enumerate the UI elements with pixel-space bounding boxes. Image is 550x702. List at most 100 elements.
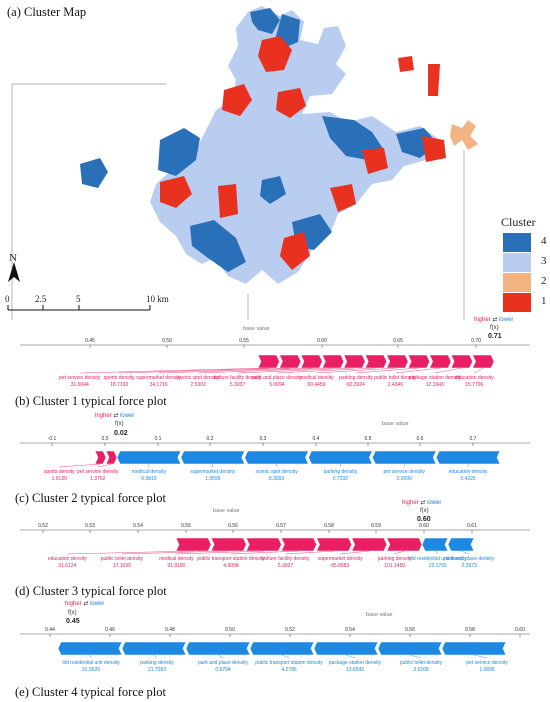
fp4-fx-label: f(x) [68,610,77,616]
fp1-tick-label: 0.55 [239,338,249,344]
leader-line-cluster-1 [11,83,166,320]
fp4-neg-connector [217,654,224,659]
map-region-cluster-1-south [280,232,310,270]
fp1-pos-feature-name: park and place density [252,375,303,381]
map-region-cluster-4-center [260,176,286,204]
fp2-neg-feature-name: parking density [324,469,358,475]
fp1-pos-segment [472,354,495,369]
fp3-pos-connector [394,550,405,555]
fp4-tick-label: 0.48 [165,627,175,633]
fp4-neg-feature-name: pet service density [466,660,508,666]
fp4-neg-feature-value: 21.7053 [148,667,166,673]
fp3-neg-feature-value: 23.1765 [429,563,447,569]
legend-title: Cluster [501,215,536,229]
legend-label-3: 3 [541,255,547,267]
fp1-pos-feature-name: supermarket density [136,375,182,381]
fp3-pos-segment [280,537,317,552]
fp3-tick-label: 0.58 [324,523,334,529]
fp1-plot: 0.45 0.50 0.55 0.60 0.65 0.70 pet service dens… [20,338,530,388]
fp2-neg-segment [116,450,182,465]
map-region-cluster-4-east [322,116,384,160]
fp3-pos-feature-value: 101.1450 [384,563,405,569]
map-region-cluster-2 [450,120,478,150]
fp3-arrows-icon: ⇄ [420,500,426,506]
fp4-neg-segment [185,641,251,656]
fp1-pos-feature-value: 60.4459 [307,382,325,388]
fp4-caption: (e) Cluster 4 typical force plot [15,685,166,699]
fp2-tick-label: 0.4 [313,436,320,442]
fp3-plot: 0.52 0.53 0.54 0.55 0.56 0.57 0.58 0.59 0.60 0.61… [20,523,530,569]
fp1-pos-segment [343,354,366,369]
fp4-neg-segment [313,641,379,656]
fp2-pos-feature-value: 1.3762 [90,476,106,482]
fp4-neg-segment [377,641,443,656]
fp2-tick-label: 0.3 [260,436,267,442]
fp2-neg-feature-name: education density [449,469,488,475]
fp4-neg-feature-name: package station density [329,660,382,666]
fp2-tick-label: 0.2 [207,436,214,442]
fp3-pos-feature-name: public transport station density [197,556,265,562]
fp1-pos-feature-name: package station density [409,375,462,381]
fp4-neg-feature-value: 31.9520 [82,667,100,673]
fp2-neg-feature-name: medical density [132,469,167,475]
fp1-pos-feature-value: 5.3037 [230,382,246,388]
fp4-neg-connector [281,654,290,659]
legend-item-1: 1 [503,293,550,312]
fp4-tick-label: 0.54 [345,627,355,633]
map-region-cluster-1-center-west [218,184,238,218]
fp1-pos-feature-name: pet service density [59,375,101,381]
fp1-pos-segment [450,354,473,369]
fp1-pos-feature-value: 34.1716 [150,382,168,388]
fp1-pos-connector [316,367,398,374]
fp2-tick-label: 0.0 [102,436,109,442]
fp3-neg-segment [421,537,449,552]
fp1-base-label: base value [243,326,270,332]
fp2-plot: -0.1 0.0 0.1 0.2 0.3 0.4 0.5 0.6 0.7 sports densi… [20,436,530,482]
scale-label-0: 0 [5,294,10,304]
fp4-neg-segment [249,641,315,656]
fp3-tick-label: 0.54 [133,523,143,529]
fp3-pos-connector [67,550,194,555]
fp4-neg-feature-name: old residential unit density [62,660,120,666]
fp1-caption: (b) Cluster 1 typical force plot [15,394,167,408]
fp1-pos-feature-name: sports density [104,375,135,381]
fp4-neg-feature-value: 0.6764 [215,667,231,673]
fp4-tick-label: 0.50 [225,627,235,633]
fp3-neg-connector [434,550,438,555]
legend-swatch-2 [503,273,531,292]
fp1-tick-label: 0.65 [393,338,403,344]
fp4-neg-segment [121,641,187,656]
fp4-neg-connector [89,654,92,659]
legend-label-1: 1 [541,295,547,307]
fp2-direction-legend: higher ⇄ lower [95,412,134,419]
fp4-tick-label: 0.44 [45,627,55,633]
scale-bar [7,305,151,311]
fp2-neg-segment [244,450,309,465]
fp1-direction-legend: higher ⇄ lower [474,316,513,323]
fp1-pos-feature-name: public toilet density [374,375,417,381]
fp1-pos-feature-value: 31.6044 [71,382,89,388]
fp2-neg-feature-name: scenic spot density [255,469,298,475]
fp3-pos-connector [230,550,300,555]
fp1-pos-connector [276,367,377,374]
fp4-neg-feature-value: 1.0836 [479,667,495,673]
fp1-fx-value: 0.71 [488,333,502,340]
fp1-pos-segment [429,354,452,369]
fp2-neg-segment [372,450,437,465]
fp3-pos-segment [316,537,353,552]
fp1-pos-segment [407,354,430,369]
map-region-cluster-1-west [160,176,192,208]
legend-label-4: 4 [541,235,547,247]
map-region-cluster-1-east-outlier [428,64,440,96]
fp3-fx-value: 0.60 [417,516,431,523]
cluster-map [7,6,478,320]
fp3-pos-feature-value: 91.9180 [167,563,185,569]
fp2-neg-feature-value: 0.7232 [333,476,349,482]
fp2-neg-feature-name: supermarket density [190,469,236,475]
fp3-tick-label: 0.52 [38,523,48,529]
map-region-cluster-4-south [190,220,246,272]
fp2-base-label: base value [382,421,409,427]
fp4-lower-label: lower [90,601,105,607]
fp4-neg-feature-value: 3.5268 [413,667,429,673]
fp3-neg-segment [447,537,475,552]
